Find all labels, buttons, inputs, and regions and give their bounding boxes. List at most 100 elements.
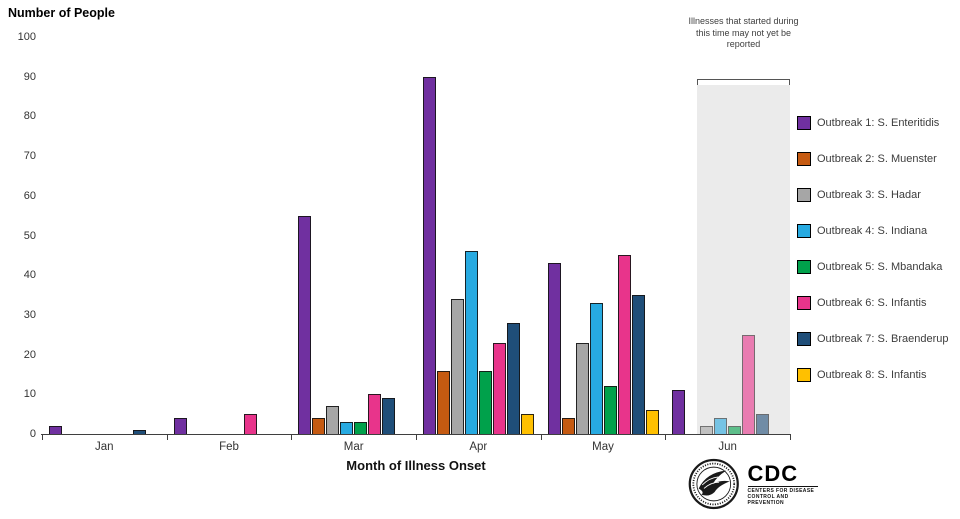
x-label-mar: Mar — [343, 441, 364, 453]
bar-jun-outbreak-7 — [756, 414, 770, 434]
bar-group-feb — [167, 37, 292, 434]
legend-item-outbreak-8: Outbreak 8: S. Infantis — [797, 367, 948, 382]
y-tick-label-100: 100 — [17, 31, 36, 43]
x-axis-tick — [790, 435, 791, 440]
bar-group-jun — [665, 37, 790, 434]
legend-swatch-icon — [797, 223, 811, 238]
legend-item-outbreak-7: Outbreak 7: S. Braenderup — [797, 331, 949, 346]
bar-feb-outbreak-6 — [243, 414, 257, 434]
bar-jun-outbreak-5 — [728, 426, 742, 434]
bar-may-outbreak-5 — [603, 386, 617, 434]
x-axis-line — [41, 434, 791, 435]
x-label-apr: Apr — [469, 441, 488, 453]
legend-swatch-icon — [797, 367, 811, 382]
bar-group-mar — [291, 37, 416, 434]
legend-label: Outbreak 1: S. Enteritidis — [817, 116, 940, 129]
y-tick-label-70: 70 — [23, 150, 36, 163]
bar-apr-outbreak-3 — [450, 299, 464, 434]
x-axis-tick — [416, 435, 417, 440]
legend-label: Outbreak 6: S. Infantis — [817, 296, 927, 309]
y-tick-label-80: 80 — [23, 110, 36, 123]
hhs-seal-icon — [688, 458, 739, 510]
legend-label: Outbreak 3: S. Hadar — [817, 188, 921, 201]
bar-jan-outbreak-1 — [48, 426, 62, 434]
bar-apr-outbreak-5 — [478, 370, 492, 434]
legend-swatch-icon — [797, 151, 811, 166]
bar-mar-outbreak-1 — [298, 215, 312, 434]
bar-jun-outbreak-1 — [672, 390, 686, 434]
x-label-may: May — [592, 441, 614, 453]
x-axis-title: Month of Illness Onset — [346, 458, 486, 473]
legend: Outbreak 1: S. Enteritidis Outbreak 2: S.… — [797, 115, 949, 404]
bar-jun-outbreak-6 — [742, 334, 756, 434]
legend-item-outbreak-5: Outbreak 5: S. Mbandaka — [797, 259, 948, 274]
x-label-feb: Feb — [219, 441, 239, 453]
bar-jun-outbreak-4 — [714, 418, 728, 434]
legend-label: Outbreak 4: S. Indiana — [817, 224, 928, 237]
bar-may-outbreak-3 — [575, 342, 589, 434]
legend-item-outbreak-4: Outbreak 4: S. Indiana — [797, 223, 948, 238]
cdc-logo-subtext: Centers for Disease Control and Preventi… — [747, 485, 818, 506]
bar-may-outbreak-4 — [589, 303, 603, 434]
x-label-jun: Jun — [718, 441, 737, 453]
legend-item-outbreak-6: Outbreak 6: S. Infantis — [797, 295, 948, 310]
x-label-jan: Jan — [95, 441, 114, 453]
bar-apr-outbreak-2 — [436, 370, 450, 434]
bar-may-outbreak-1 — [547, 263, 561, 434]
bar-groups — [42, 37, 790, 434]
x-axis-tick — [291, 435, 293, 440]
legend-label: Outbreak 7: S. Braenderup — [817, 332, 949, 345]
legend-swatch-icon — [797, 259, 811, 274]
x-axis-tick — [166, 435, 168, 440]
legend-item-outbreak-2: Outbreak 2: S. Muenster — [797, 151, 948, 166]
bar-mar-outbreak-4 — [340, 422, 354, 434]
plot-area — [41, 37, 791, 435]
bar-apr-outbreak-1 — [422, 76, 436, 434]
x-axis-tick — [540, 435, 542, 440]
bar-may-outbreak-6 — [617, 255, 631, 434]
y-tick-label-60: 60 — [23, 189, 36, 202]
legend-label: Outbreak 5: S. Mbandaka — [817, 260, 943, 273]
bar-jan-outbreak-7 — [132, 430, 146, 434]
x-axis-tick — [42, 435, 43, 440]
x-axis-tick — [665, 435, 667, 440]
cdc-logo: CDC Centers for Disease Control and Prev… — [747, 460, 818, 506]
bar-mar-outbreak-5 — [354, 422, 368, 434]
legend-item-outbreak-3: Outbreak 3: S. Hadar — [797, 187, 948, 202]
y-tick-label-0: 0 — [29, 428, 36, 440]
bar-apr-outbreak-4 — [464, 251, 478, 434]
legend-swatch-icon — [797, 331, 811, 346]
y-axis-title: Number of People — [8, 6, 115, 20]
y-tick-label-40: 40 — [23, 269, 36, 282]
bar-apr-outbreak-7 — [506, 322, 520, 434]
annotation-bracket — [697, 79, 790, 85]
unreported-annotation-text: Illnesses that started during this time … — [688, 16, 799, 50]
bar-mar-outbreak-2 — [312, 418, 326, 434]
bar-apr-outbreak-8 — [520, 414, 534, 434]
bar-mar-outbreak-3 — [326, 406, 340, 434]
agency-logos: CDC Centers for Disease Control and Prev… — [688, 452, 818, 516]
y-tick-label-50: 50 — [23, 229, 36, 242]
legend-swatch-icon — [797, 115, 811, 130]
y-tick-label-20: 20 — [23, 348, 36, 361]
y-tick-label-90: 90 — [23, 70, 36, 83]
legend-swatch-icon — [797, 295, 811, 310]
legend-swatch-icon — [797, 187, 811, 202]
bar-mar-outbreak-6 — [368, 394, 382, 434]
bar-mar-outbreak-7 — [382, 398, 396, 434]
y-tick-label-10: 10 — [23, 388, 36, 401]
y-tick-label-30: 30 — [23, 308, 36, 321]
bar-group-apr — [416, 37, 541, 434]
bar-feb-outbreak-1 — [173, 418, 187, 434]
legend-item-outbreak-1: Outbreak 1: S. Enteritidis — [797, 115, 948, 130]
legend-label: Outbreak 8: S. Infantis — [817, 368, 927, 381]
bar-jun-outbreak-3 — [700, 426, 714, 434]
bar-group-jan — [42, 37, 167, 434]
bar-apr-outbreak-6 — [492, 342, 506, 434]
bar-may-outbreak-8 — [645, 410, 659, 434]
bar-may-outbreak-2 — [561, 418, 575, 434]
cdc-logo-text: CDC — [747, 460, 799, 486]
bar-group-may — [541, 37, 666, 434]
legend-label: Outbreak 2: S. Muenster — [817, 152, 937, 165]
